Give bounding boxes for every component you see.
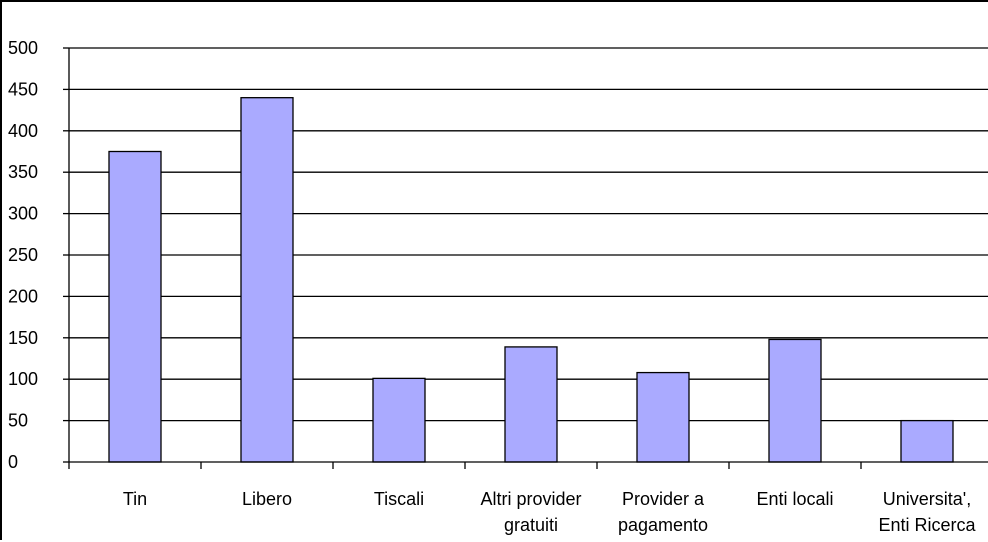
y-tick-label: 400 bbox=[8, 121, 38, 141]
x-category-label: Enti locali bbox=[756, 489, 833, 509]
bars bbox=[108, 97, 954, 463]
labels: 0 50 100 150 200 250 300 350 400 450 500 Tin Libero T… bbox=[8, 38, 977, 535]
bar-1 bbox=[240, 97, 294, 463]
x-category-label: Provider a bbox=[622, 489, 705, 509]
y-tick-label: 500 bbox=[8, 38, 38, 58]
x-category-label: Tiscali bbox=[374, 489, 424, 509]
x-category-label: Enti Ricerca bbox=[878, 515, 976, 535]
x-category-label: Tin bbox=[123, 489, 147, 509]
y-tick-label: 300 bbox=[8, 204, 38, 224]
axes bbox=[63, 47, 988, 469]
x-category-label: pagamento bbox=[618, 515, 708, 535]
x-category-label: Libero bbox=[242, 489, 292, 509]
y-tick-label: 450 bbox=[8, 79, 38, 99]
x-category-label: Altri provider bbox=[480, 489, 581, 509]
y-tick-label: 350 bbox=[8, 162, 38, 182]
x-category-label: gratuiti bbox=[504, 515, 558, 535]
bar-3 bbox=[504, 346, 558, 463]
bar-4 bbox=[636, 371, 690, 463]
gridlines bbox=[69, 47, 988, 422]
y-tick-label: 150 bbox=[8, 328, 38, 348]
x-category-label: Universita', bbox=[883, 489, 971, 509]
y-tick-label: 50 bbox=[8, 411, 28, 431]
bar-5 bbox=[768, 338, 822, 463]
bar-2 bbox=[372, 377, 426, 463]
y-tick-label: 100 bbox=[8, 369, 38, 389]
bar-0 bbox=[108, 150, 162, 463]
y-tick-label: 200 bbox=[8, 286, 38, 306]
y-tick-label: 250 bbox=[8, 245, 38, 265]
bar-6 bbox=[900, 419, 954, 463]
y-tick-label: 0 bbox=[8, 452, 18, 472]
